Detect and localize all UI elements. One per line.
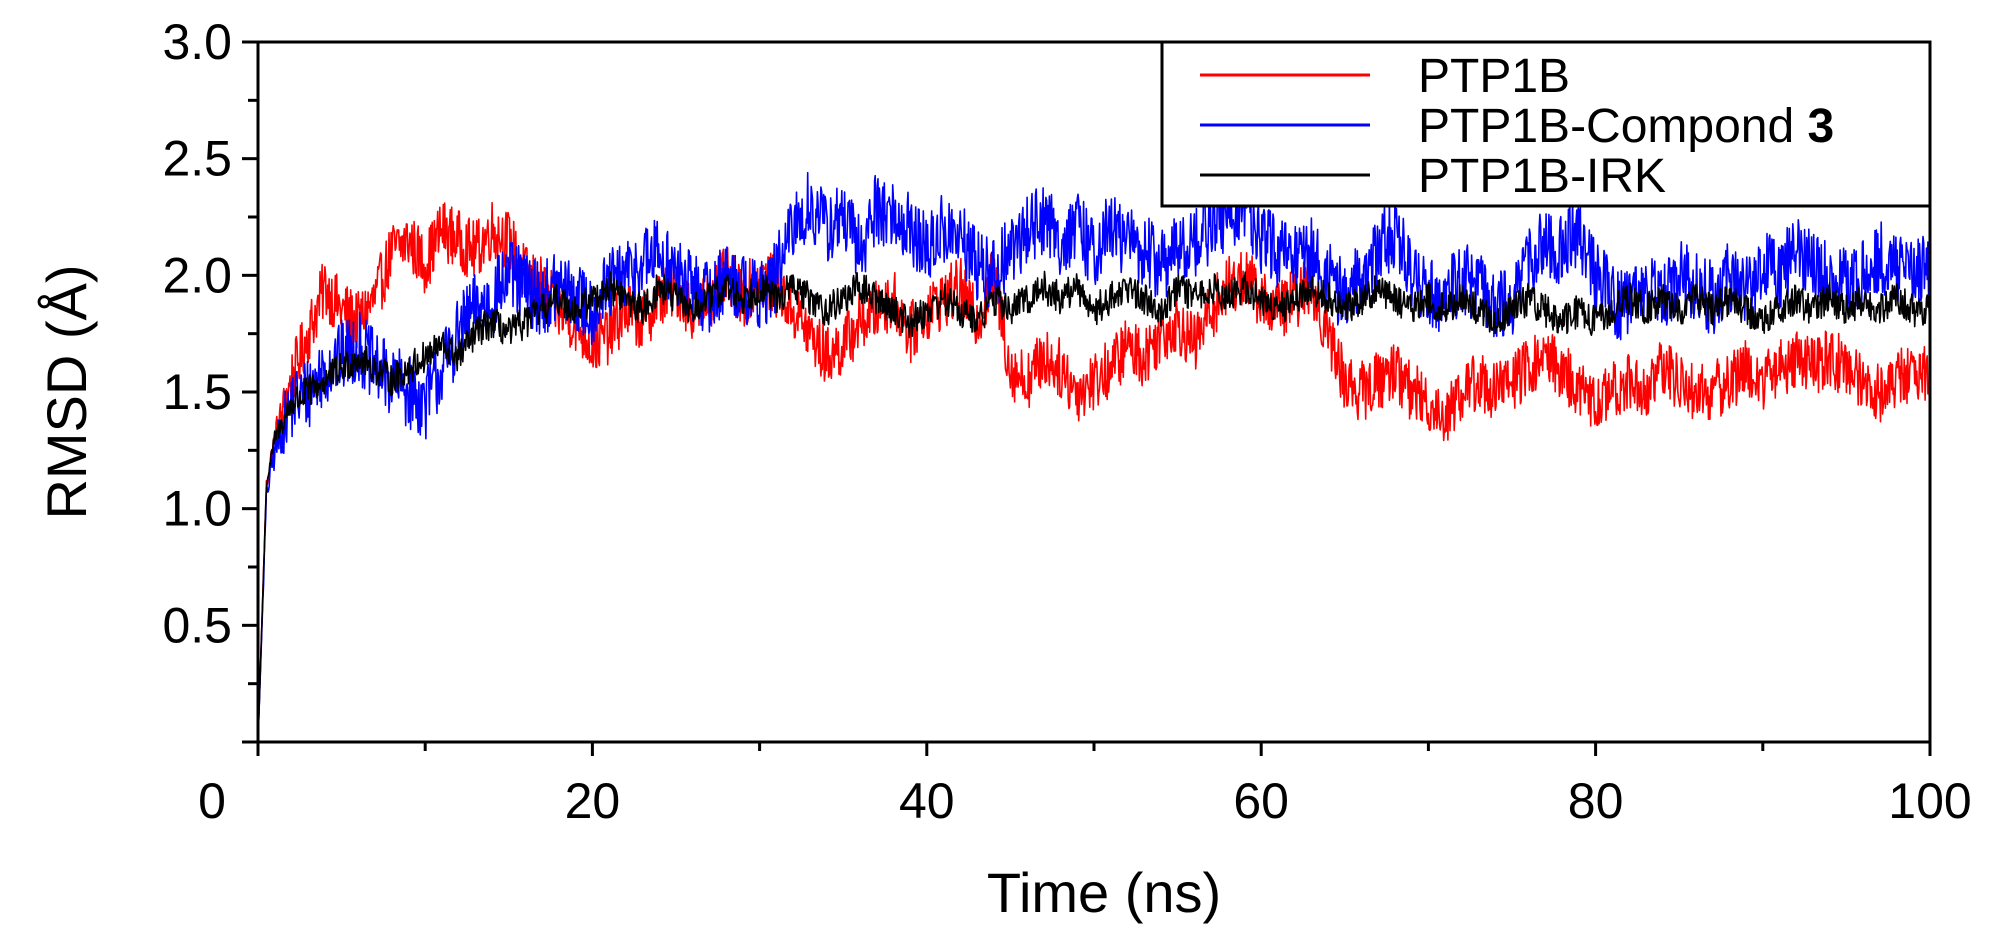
series-line-2 — [257, 171, 1931, 743]
y-axis-title: RMSD (Å) — [35, 264, 98, 519]
y-tick-label: 1.0 — [162, 481, 232, 537]
x-tick-label: 60 — [1233, 773, 1289, 829]
legend-label-1: PTP1B — [1418, 50, 1570, 103]
x-tick-label: 20 — [565, 773, 621, 829]
series-line-3 — [257, 270, 1931, 743]
x-tick-label: 40 — [899, 773, 955, 829]
labels-layer: 20 40 60 80 100 0 0.5 1.0 1.5 2.0 2.5 3.0 Time (ns) R… — [35, 14, 1972, 924]
y-tick-label: 2.5 — [162, 131, 232, 187]
legend-label-bold-suffix: 3 — [1808, 100, 1835, 153]
series-layer — [257, 171, 1931, 743]
y-tick-label: 0.5 — [162, 597, 232, 653]
ticks-layer — [242, 40, 1932, 756]
y-tick-label: 2.0 — [162, 247, 232, 303]
origin-label: 0 — [198, 773, 226, 829]
x-tick-label: 80 — [1568, 773, 1624, 829]
legend-label-2: PTP1B-Compond 3 — [1418, 100, 1834, 153]
y-tick-label: 3.0 — [162, 14, 232, 70]
x-tick-label: 100 — [1888, 773, 1971, 829]
legend-label-3: PTP1B-IRK — [1418, 150, 1666, 203]
y-tick-label: 1.5 — [162, 364, 232, 420]
x-axis-title: Time (ns) — [987, 861, 1221, 924]
